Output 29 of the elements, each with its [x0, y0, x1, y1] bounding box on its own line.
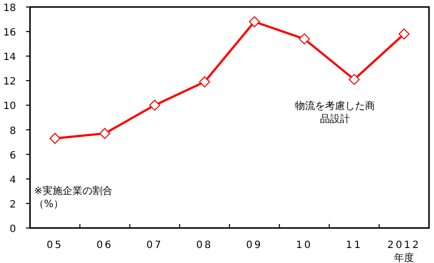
point [248, 16, 260, 28]
x-tick-label: 11 [346, 240, 363, 251]
y-tick-label: 4 [10, 174, 16, 186]
y-tick-label: 14 [3, 52, 16, 64]
y-tick-label: 6 [10, 150, 16, 162]
point [398, 28, 410, 40]
point [99, 128, 110, 139]
point [199, 76, 210, 88]
x-tick-label: 08 [196, 240, 213, 251]
y-tick-label: 0 [10, 224, 16, 235]
y-tick-label: 2 [10, 199, 16, 210]
point [49, 132, 60, 144]
x-axis-title: 年度 [394, 252, 414, 263]
y-axis-title: ※実施企業の割合（%） [34, 185, 112, 210]
x-tick-label: 09 [246, 240, 263, 251]
y-tick-label: 16 [3, 28, 16, 39]
point [149, 100, 160, 111]
point [348, 74, 360, 85]
text: 物流を考慮した商品設計 [295, 100, 375, 125]
x-tick-label: 05 [46, 240, 64, 251]
x-tick-label: 07 [146, 240, 164, 251]
point [298, 33, 310, 44]
y-tick-label: 8 [10, 126, 16, 137]
y-tick-label: 12 [3, 76, 16, 88]
x-tick-label: 2012 [387, 240, 421, 251]
y-tick-label: 18 [3, 3, 16, 14]
x-tick-label: 06 [96, 240, 114, 251]
y-tick-label: 10 [3, 101, 16, 112]
x-tick-label: 10 [296, 240, 313, 251]
